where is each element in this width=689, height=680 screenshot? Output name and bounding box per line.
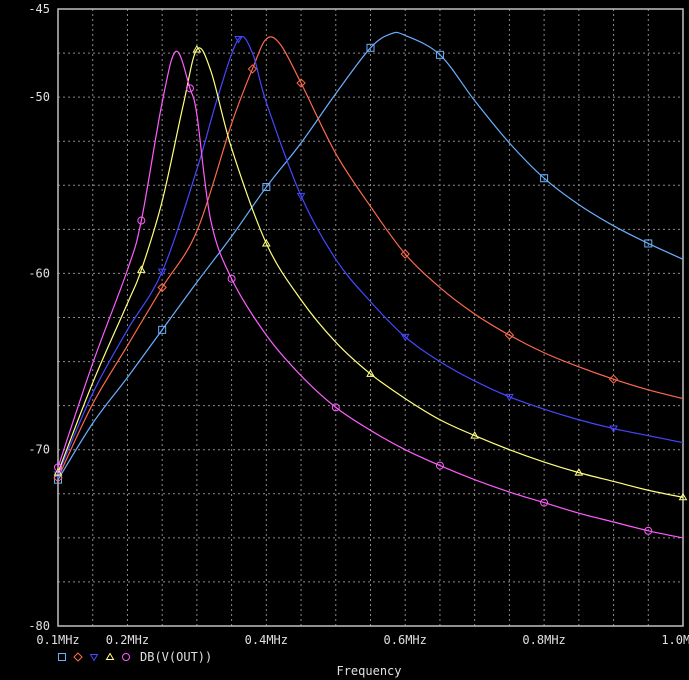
legend: DB(V(OUT)) <box>58 650 212 664</box>
data-point <box>540 174 549 183</box>
tick-labels: 0.1MHz 0.2MHz 0.4MHz 0.6MHz 0.8MHz 1.0MHz -45 -… <box>28 2 689 647</box>
plot-frame <box>57 8 684 627</box>
data-point <box>504 330 515 340</box>
data-point <box>157 282 167 293</box>
x-tick-label: 0.6MHz <box>384 633 427 647</box>
data-point <box>400 333 410 342</box>
data-point <box>157 268 167 277</box>
data-point <box>136 265 146 273</box>
series-2 <box>53 36 684 483</box>
series-line <box>57 50 684 539</box>
data-point <box>470 431 480 439</box>
data-point <box>540 498 549 507</box>
data-point <box>53 468 63 476</box>
data-point <box>261 238 271 247</box>
data-point <box>574 468 584 476</box>
x-tick-label: 0.4MHz <box>245 633 288 647</box>
legend-marker <box>122 653 130 661</box>
data-point <box>505 393 514 402</box>
series-4 <box>53 45 688 501</box>
x-axis-label: Frequency <box>336 664 401 678</box>
y-tick-label: -50 <box>28 90 50 104</box>
legend-marker <box>58 653 66 661</box>
legend-marker <box>89 654 99 662</box>
data-point <box>247 64 258 74</box>
series-5 <box>54 50 684 539</box>
series-line <box>57 47 684 498</box>
y-tick-label: -80 <box>28 619 50 633</box>
data-point <box>609 425 618 434</box>
series-1 <box>54 31 684 484</box>
data-point <box>644 526 653 535</box>
series-line <box>57 35 684 475</box>
data-point <box>400 249 410 259</box>
legend-label: DB(V(OUT)) <box>140 650 212 664</box>
x-tick-label: 0.2MHz <box>106 633 149 647</box>
data-point <box>192 45 202 53</box>
legend-marker <box>73 652 83 662</box>
y-tick-label: -70 <box>28 443 50 457</box>
data-point <box>366 369 375 377</box>
data-point <box>54 475 62 484</box>
data-point <box>296 192 306 201</box>
data-point <box>644 239 653 248</box>
legend-marker <box>105 652 115 660</box>
series-3 <box>53 35 684 479</box>
data-point <box>137 216 146 225</box>
data-point <box>53 473 63 483</box>
x-tick-label: 0.1MHz <box>36 633 79 647</box>
data-point <box>54 463 62 472</box>
data-point <box>366 43 375 52</box>
data-point <box>234 35 243 44</box>
data-point <box>435 461 444 470</box>
data-point <box>158 325 167 334</box>
y-tick-label: -60 <box>28 266 50 280</box>
y-tick-label: -45 <box>28 2 50 16</box>
series-line <box>57 31 684 480</box>
series-group <box>53 31 688 539</box>
data-point <box>435 50 444 59</box>
grid-lines <box>58 9 683 626</box>
data-point <box>185 84 194 93</box>
data-point <box>262 183 271 192</box>
data-point <box>227 274 236 283</box>
data-point <box>678 492 688 501</box>
data-point <box>608 374 619 384</box>
x-tick-label: 0.8MHz <box>522 633 565 647</box>
data-point <box>331 403 340 412</box>
data-point <box>296 78 306 88</box>
series-line <box>57 36 684 479</box>
x-tick-label: 1.0MHz <box>661 633 689 647</box>
